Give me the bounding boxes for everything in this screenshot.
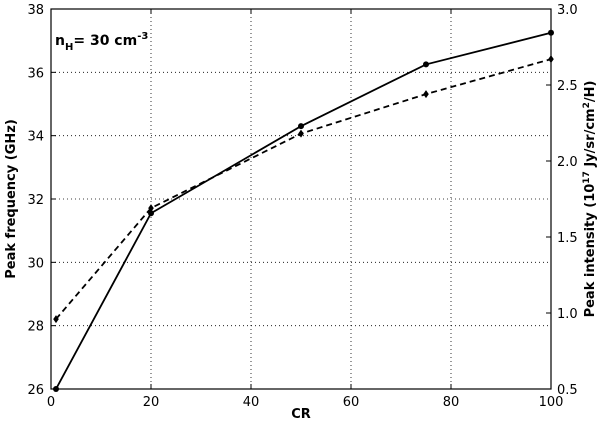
y-right-tick-label: 2.0 xyxy=(557,155,578,170)
x-tick-label: 40 xyxy=(243,395,260,410)
series-layer xyxy=(53,29,554,392)
y-right-tick-label: 3.0 xyxy=(557,3,578,18)
y-right-label-exp1: 17 xyxy=(582,171,592,184)
grid-lines xyxy=(51,9,551,389)
series-left-axis xyxy=(53,29,554,392)
x-tick-label: 20 xyxy=(143,395,160,410)
data-point-diamond xyxy=(423,90,429,99)
y-right-tick-label: 1.0 xyxy=(557,307,578,322)
data-point-circle xyxy=(148,210,154,217)
y-left-tick-label: 32 xyxy=(27,193,44,208)
y-left-tick-label: 38 xyxy=(27,3,44,18)
series-right-axis xyxy=(53,55,554,324)
data-point-circle xyxy=(298,123,304,130)
y-right-tick-label: 1.5 xyxy=(557,231,578,246)
x-tick-label: 60 xyxy=(343,395,360,410)
x-tick-label: 80 xyxy=(443,395,460,410)
y-right-tick-label: 2.5 xyxy=(557,79,578,94)
annotation-subscript: H xyxy=(65,42,73,53)
data-point-diamond xyxy=(298,129,304,138)
data-point-diamond xyxy=(53,315,59,324)
annotation-mid: = 30 cm xyxy=(73,33,137,49)
y-left-tick-label: 28 xyxy=(27,320,44,335)
data-point-diamond xyxy=(148,204,154,213)
tick-labels: 0 20 40 60 80 100 26 28 30 32 34 36 38 0.5 1.0 1.5 2.0 2.… xyxy=(27,3,577,410)
y-right-tick-label: 0.5 xyxy=(557,383,578,398)
x-tick-label: 100 xyxy=(539,395,564,410)
y-right-label-prefix: Peak intensity (10 xyxy=(583,184,598,318)
y-axis-left-label: Peak frequency (GHz) xyxy=(4,119,19,279)
tick-marks xyxy=(50,8,552,390)
x-tick-label: 0 xyxy=(47,395,55,410)
y-left-tick-label: 26 xyxy=(27,383,44,398)
series-line-dashed xyxy=(55,58,552,320)
x-axis-label: CR xyxy=(291,407,311,422)
y-axis-right-label: Peak intensity (1017 Jy/sr/cm2/H) xyxy=(582,81,598,318)
annotation-superscript: -3 xyxy=(137,31,148,42)
y-right-label-mid: Jy/sr/cm xyxy=(583,108,598,171)
y-left-tick-label: 30 xyxy=(27,256,44,271)
series-line-solid xyxy=(55,31,552,390)
y-right-label-suffix: /H) xyxy=(583,81,598,103)
annotation-base: n xyxy=(55,33,65,49)
density-annotation: nH= 30 cm-3 xyxy=(55,31,148,53)
y-right-label-exp2: 2 xyxy=(582,102,592,108)
data-point-circle xyxy=(423,61,429,68)
y-left-tick-label: 34 xyxy=(27,130,44,145)
y-left-tick-label: 36 xyxy=(27,66,44,81)
